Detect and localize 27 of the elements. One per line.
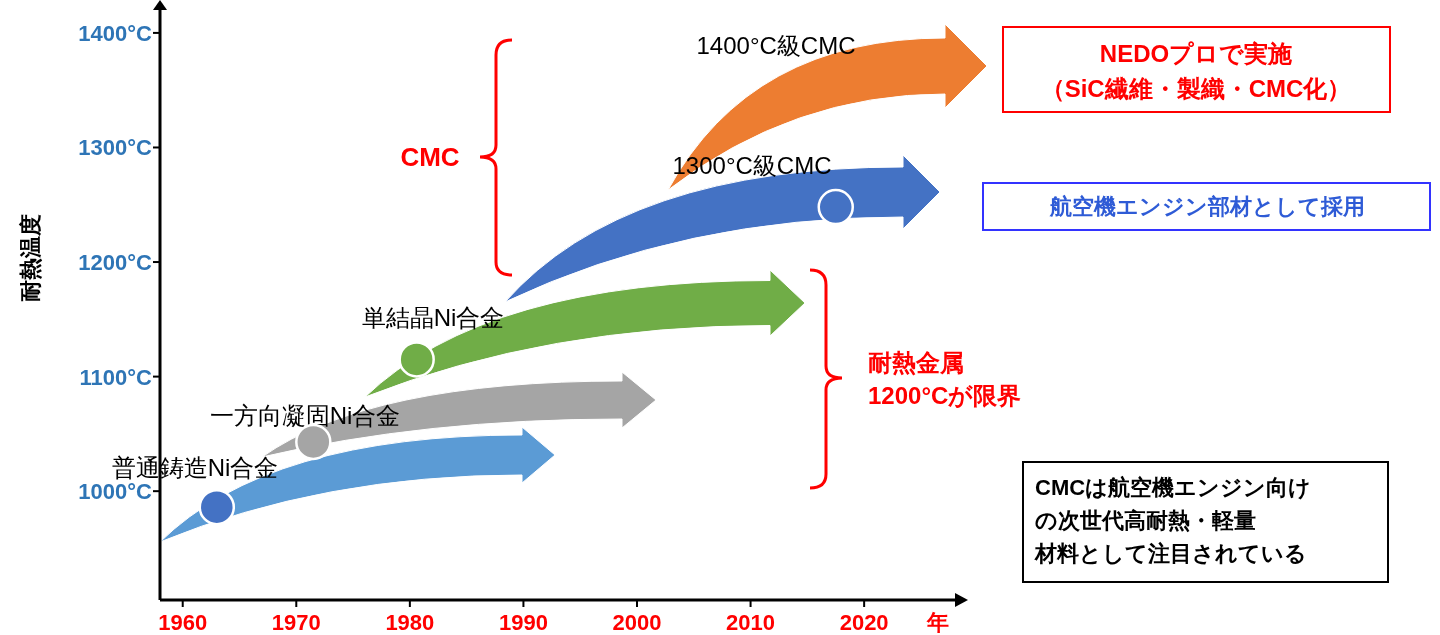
y-tick-label: 1000°C [78,479,153,505]
point [398,341,435,378]
annotation: 耐熱金属 1200°Cが限界 [868,349,1022,409]
x-tick-label: 2010 [726,610,776,635]
annotation: 1400°C級CMC [696,32,856,59]
x-tick-label: 1960 [158,610,208,635]
y-axis-title: 耐熱温度 [18,214,43,302]
text: CMCは航空機エンジン向け [1035,475,1312,500]
text: NEDOプロで実施 [1099,40,1293,67]
annotation: CMC [400,142,460,172]
x-tick-label: 1980 [385,610,435,635]
x-axis-title: 年 [926,610,949,635]
y-tick-label: 1400°C [78,20,153,46]
text: （SiC繊維・製織・CMC化） [1040,75,1352,102]
x-tick-label: 1970 [271,610,321,635]
x-tick-label: 2020 [839,610,889,635]
y-tick-label: 1100°C [79,364,153,390]
y-tick-label: 1300°C [78,135,153,161]
x-tick-label: 1990 [498,610,548,635]
point [198,488,236,526]
y-tick-label: 1200°C [78,250,153,276]
text: 材料として注目されている [1034,541,1307,566]
x-tick-label: 2000 [612,610,662,635]
text: 航空機エンジン部材として採用 [1048,194,1365,219]
point [817,188,854,226]
text: の次世代高耐熱・軽量 [1035,508,1256,533]
annotation: 普通鋳造Ni合金 [111,454,279,481]
